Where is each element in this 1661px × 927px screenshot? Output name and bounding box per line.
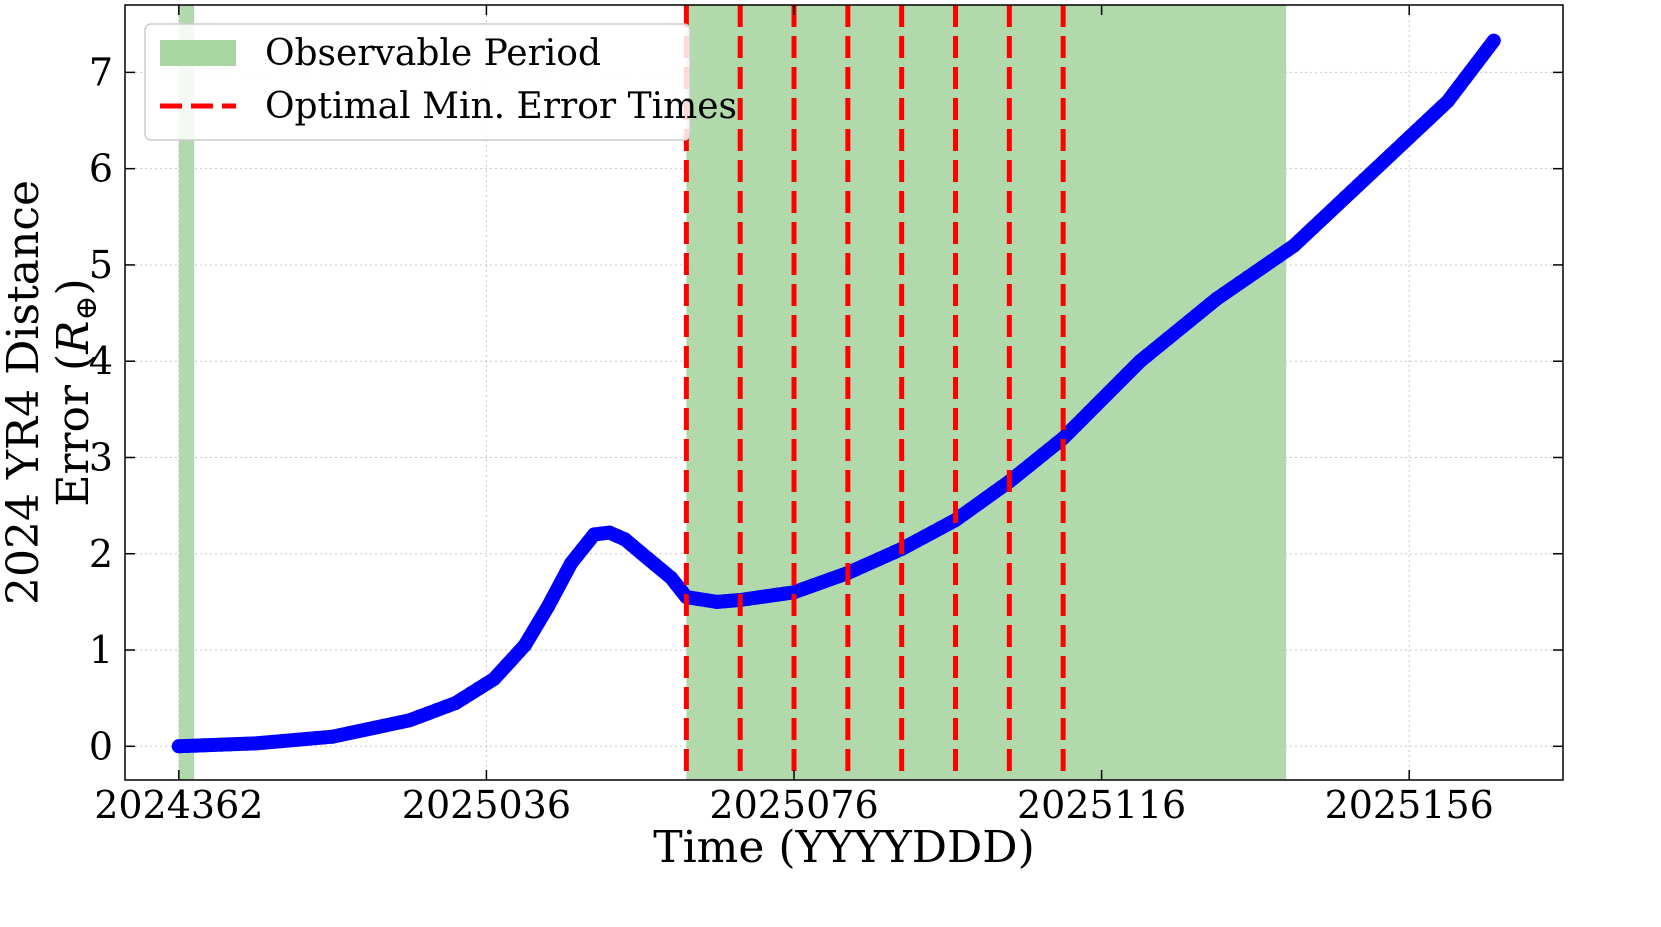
- legend-label-optimal: Optimal Min. Error Times: [265, 86, 737, 127]
- y-tick-label: 3: [89, 435, 113, 479]
- series-marker: [689, 591, 704, 606]
- observable-period-band: [178, 5, 195, 780]
- y-tick-label: 6: [89, 147, 113, 191]
- axis-ticks: 2024362 2025036 2025076 2025116 2025156 0 1 2 3 4…: [89, 5, 1563, 827]
- plot-frame: [124, 4, 1564, 781]
- legend-swatch-observable: [160, 40, 236, 66]
- x-tick-label: 2025156: [1325, 783, 1494, 827]
- distance-error-series: [171, 33, 1501, 754]
- y-tick-label: 4: [89, 339, 113, 383]
- y-axis-label-line1: 2024 YR4 Distance: [0, 180, 49, 605]
- y-tick-label: 5: [89, 243, 113, 287]
- y-tick-label: 1: [89, 628, 113, 672]
- legend-label-observable: Observable Period: [265, 33, 601, 74]
- y-axis-label-prefix: Error (: [48, 354, 99, 507]
- observable-period-bands: [178, 5, 1287, 780]
- series-marker: [1481, 41, 1495, 56]
- observable-period-band: [686, 5, 1287, 780]
- x-tick-label: 2025076: [709, 783, 878, 827]
- y-axis-label-subscript: ⊕: [69, 296, 104, 321]
- legend: Observable Period Optimal Min. Error Tim…: [144, 23, 737, 141]
- y-tick-label: 0: [89, 724, 113, 768]
- x-tick-label: 2025036: [402, 783, 571, 827]
- y-tick-label: 2: [89, 532, 113, 576]
- legend-box: [144, 23, 691, 141]
- y-axis-label-symbol: R: [48, 321, 99, 355]
- y-axis-label-line2: Error (R⊕): [48, 278, 104, 506]
- x-tick-label: 2025116: [1017, 783, 1186, 827]
- x-tick-label: 2024362: [94, 783, 263, 827]
- y-axis-label-close: ): [48, 278, 99, 295]
- x-axis-label: Time (YYYYDDD): [653, 822, 1035, 873]
- y-tick-label: 7: [89, 50, 113, 94]
